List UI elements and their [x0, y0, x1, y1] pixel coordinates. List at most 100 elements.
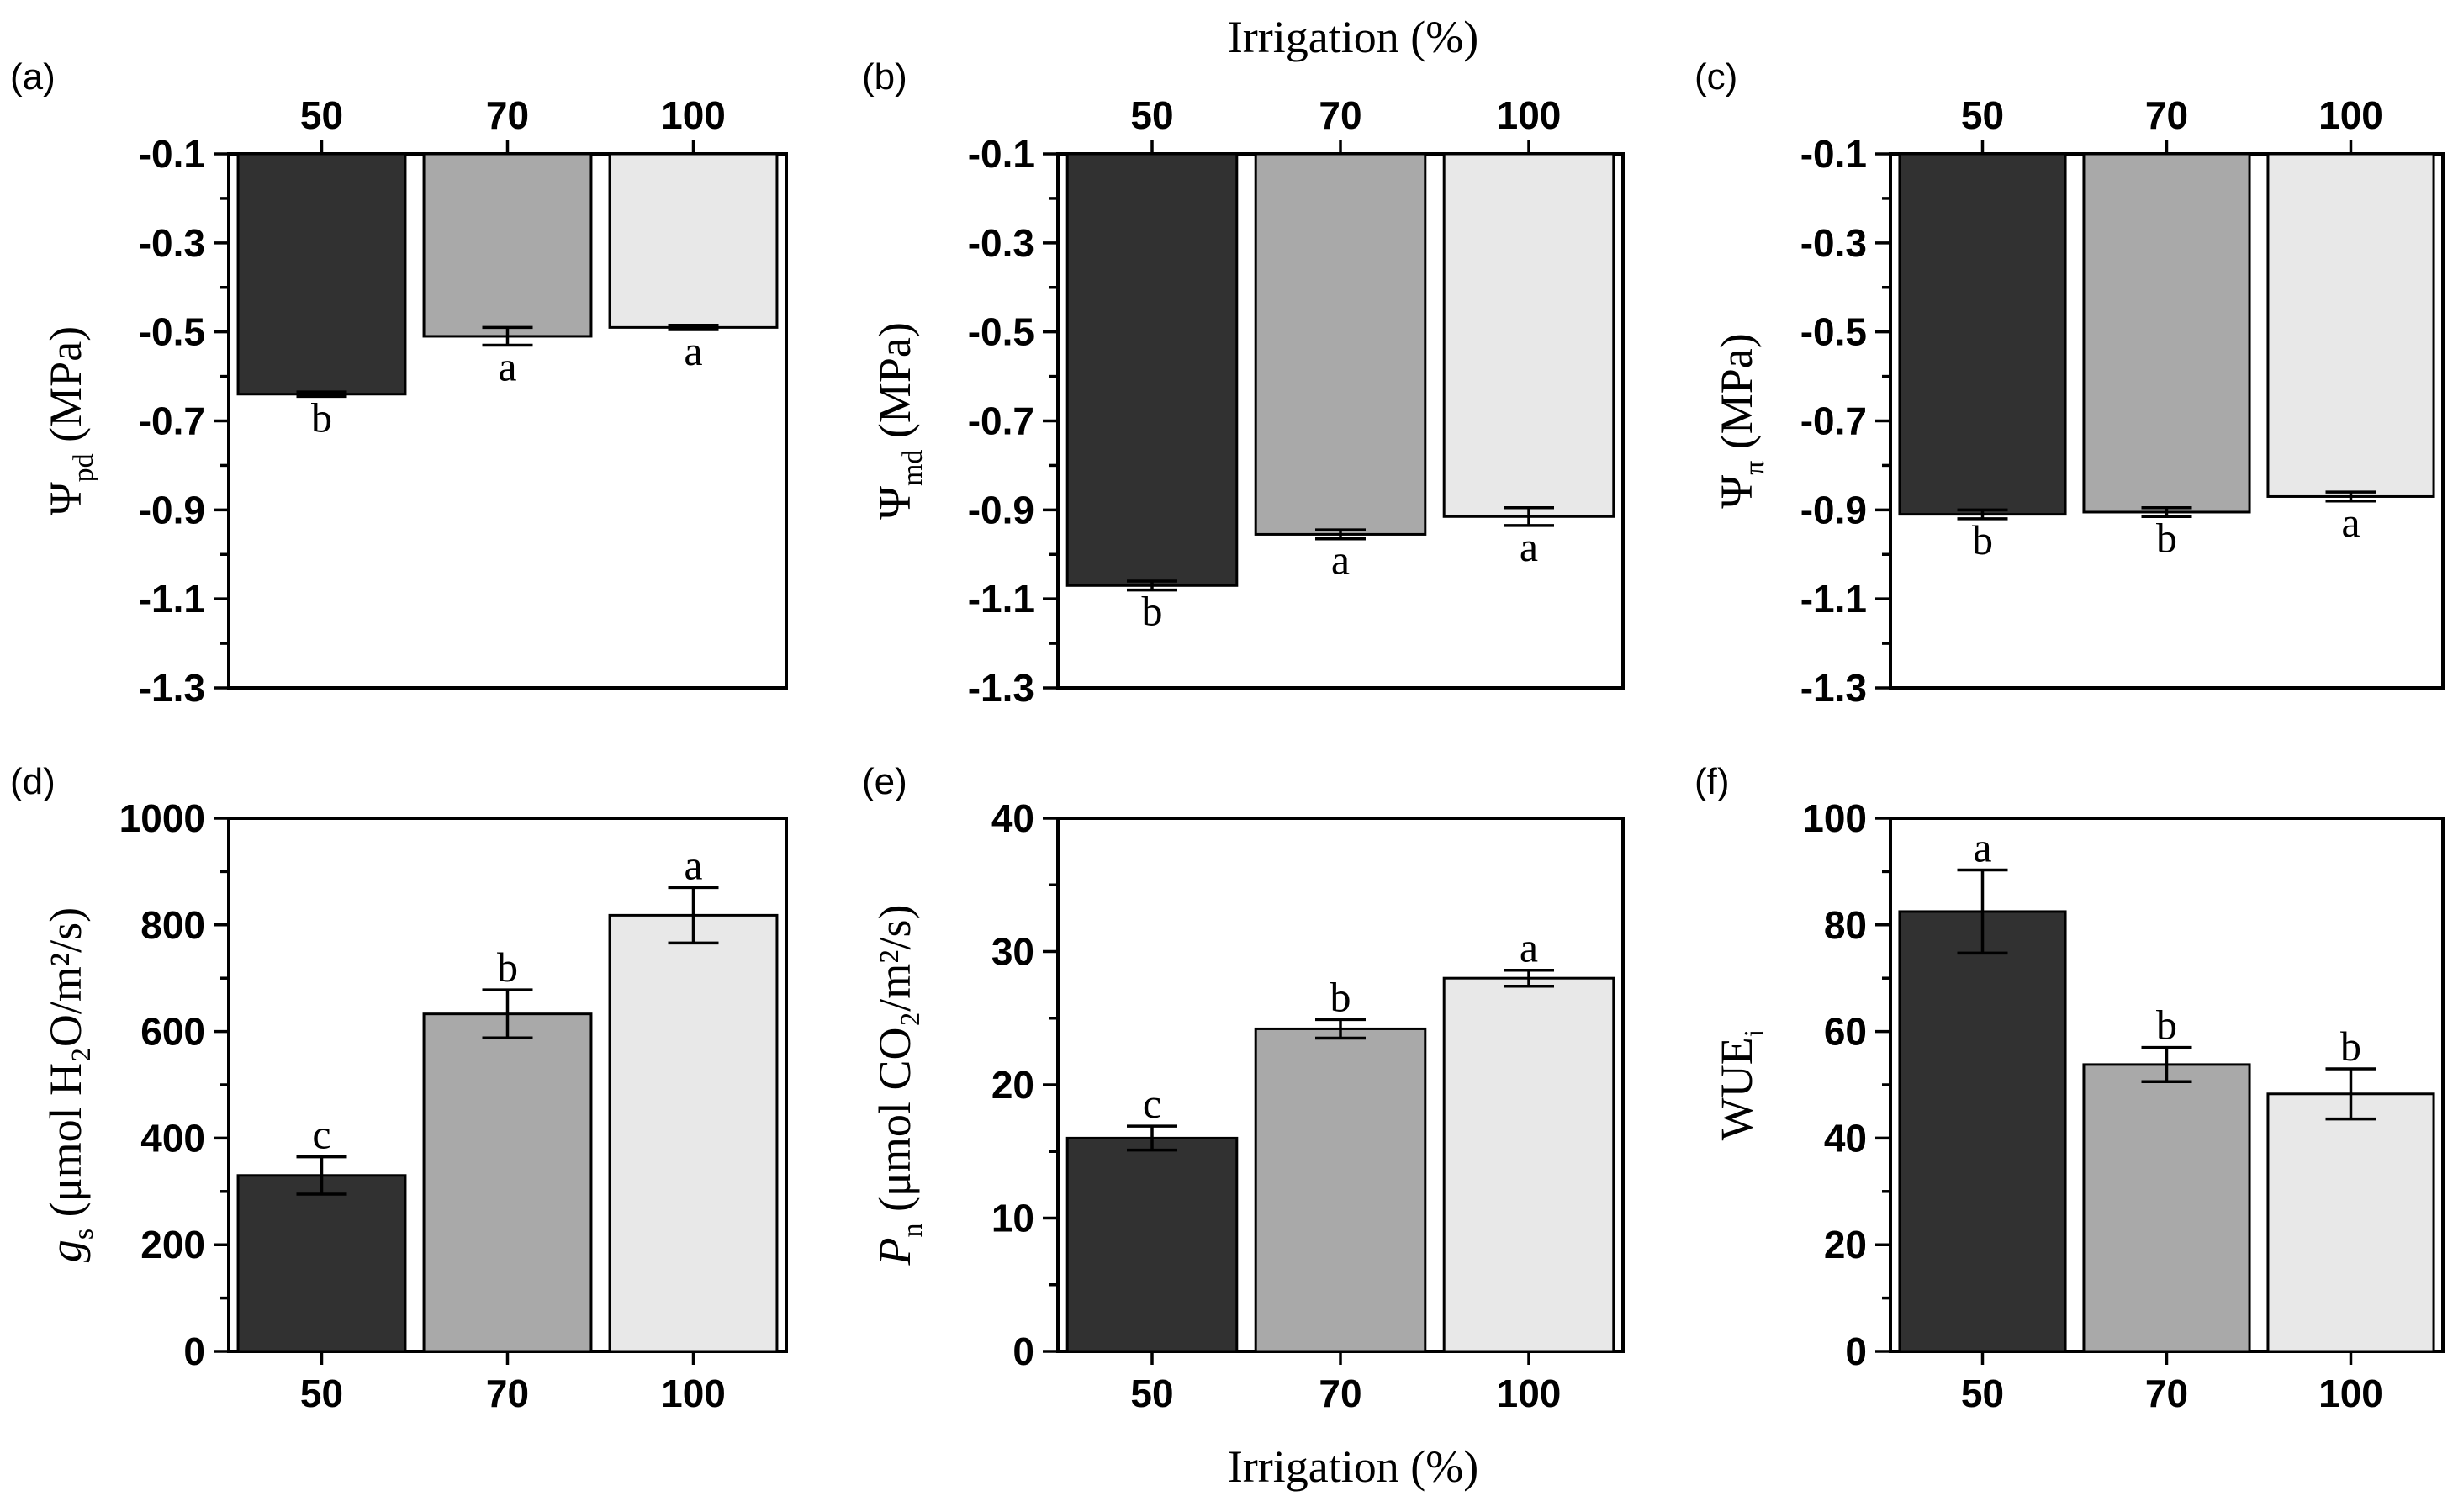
y-axis-label: Ψpd (MPa) — [40, 326, 99, 515]
panel-label: (b) — [862, 56, 907, 98]
significance-letter: a — [684, 327, 702, 374]
y-axis-label-subscript: π — [1739, 461, 1770, 475]
y-tick-label: 200 — [140, 1223, 205, 1266]
bar-50 — [236, 1174, 407, 1353]
y-tick-label: -1.1 — [1800, 577, 1867, 621]
bar-50 — [1898, 910, 2067, 1353]
panel-label: (d) — [10, 761, 56, 802]
significance-letter: a — [498, 343, 516, 390]
bar-70 — [1254, 152, 1427, 536]
panel-f: (f) 0 20 40 60 80 100 a 50 b 70 b 100 WUEi — [1694, 761, 2445, 1415]
y-tick-label: 40 — [991, 796, 1034, 840]
y-tick-label: -1.3 — [968, 666, 1034, 710]
bar-100 — [608, 152, 779, 329]
y-tick-label: 10 — [991, 1197, 1034, 1240]
y-axis-label-symbol: g — [40, 1240, 91, 1262]
bar-50 — [1898, 152, 2067, 516]
y-axis-label-subscript: pd — [68, 453, 99, 482]
y-tick-label: 100 — [1802, 796, 1867, 840]
top-axis-title: Irrigation (%) — [1228, 12, 1478, 62]
y-tick-label: 30 — [991, 930, 1034, 974]
significance-letter: b — [311, 394, 332, 441]
y-tick-label: -0.5 — [1800, 310, 1867, 354]
y-axis-label: Ψπ (MPa) — [1711, 333, 1770, 509]
significance-letter: b — [1330, 973, 1351, 1020]
y-axis-label-units: (MPa) — [40, 326, 91, 453]
category-label: 100 — [2318, 93, 2383, 137]
category-label: 50 — [1130, 1372, 1173, 1415]
bar-70 — [1254, 1027, 1427, 1353]
y-axis-label-symbol: Ψ — [40, 482, 91, 515]
y-tick-label: 80 — [1824, 903, 1867, 947]
y-tick-label: 0 — [183, 1330, 205, 1373]
significance-letter: b — [497, 944, 518, 991]
category-label: 100 — [661, 93, 726, 137]
panel-d: (d) 0 200 400 600 800 1000 c 50 b 70 a 100 gs (μmol H… — [10, 761, 788, 1415]
bar-50 — [1065, 1136, 1239, 1353]
significance-letter: a — [684, 841, 702, 888]
bar-70 — [422, 152, 593, 338]
y-tick-label: 40 — [1824, 1116, 1867, 1160]
significance-letter: b — [1972, 516, 1993, 563]
significance-letter: c — [1143, 1080, 1161, 1127]
significance-letter: a — [1973, 823, 1991, 870]
panel-e: (e) 0 10 20 30 40 c 50 b 70 a 100 Pn (μmol CO₂/m²/s) — [862, 761, 1625, 1415]
category-label: 100 — [661, 1372, 726, 1415]
y-tick-label: -0.7 — [139, 399, 205, 443]
y-axis-label-symbol: Ψ — [870, 486, 920, 520]
panel-c: (c) -0.1 -0.3 -0.5 -0.7 -0.9 -1.1 -1.3 b 50 b 70 a 10… — [1694, 56, 2445, 710]
significance-letter: a — [1520, 924, 1538, 971]
bar-100 — [2266, 152, 2435, 498]
category-label: 70 — [1319, 93, 1361, 137]
y-axis-label-units: (μmol CO₂/m²/s) — [870, 905, 920, 1224]
y-tick-label: -0.9 — [1800, 488, 1867, 531]
y-axis-label: Ψmd (MPa) — [870, 322, 928, 520]
y-axis-label-units: (μmol H₂O/m²/s) — [40, 907, 91, 1229]
category-label: 50 — [1961, 1372, 2004, 1415]
category-label: 70 — [2145, 93, 2188, 137]
y-axis-label: Pn (μmol CO₂/m²/s) — [870, 905, 928, 1266]
category-label: 70 — [1319, 1372, 1361, 1415]
panel-b: (b) -0.1 -0.3 -0.5 -0.7 -0.9 -1.1 -1.3 b 50 a 70 a 10… — [862, 56, 1625, 710]
y-axis-label-symbol: Ψ — [1711, 475, 1762, 509]
y-tick-label: -0.1 — [1800, 132, 1867, 176]
y-tick-label: 0 — [1845, 1330, 1867, 1373]
y-tick-label: -0.7 — [968, 399, 1034, 443]
y-tick-label: 20 — [1824, 1223, 1867, 1266]
y-tick-label: 400 — [140, 1116, 205, 1160]
panel-label: (c) — [1694, 56, 1737, 98]
panel-a: (a) -0.1 -0.3 -0.5 -0.7 -0.9 -1.1 -1.3 b 50 a 70 a 10… — [10, 56, 788, 710]
category-label: 100 — [2318, 1372, 2383, 1415]
bar-100 — [608, 913, 779, 1353]
y-axis-label: WUEi — [1711, 1029, 1770, 1140]
y-tick-label: 0 — [1012, 1330, 1034, 1373]
y-tick-label: 800 — [140, 903, 205, 947]
bar-70 — [2082, 1063, 2251, 1353]
y-axis-label-symbol: WUE — [1711, 1037, 1762, 1140]
bar-100 — [2266, 1092, 2435, 1353]
y-tick-label: 600 — [140, 1010, 205, 1054]
bar-70 — [422, 1012, 593, 1353]
y-tick-label: -0.3 — [139, 221, 205, 265]
bar-100 — [1442, 976, 1615, 1353]
y-tick-label: -0.5 — [139, 310, 205, 354]
significance-letter: b — [1142, 588, 1163, 635]
bar-50 — [236, 152, 407, 396]
category-label: 50 — [300, 93, 343, 137]
y-tick-label: -0.3 — [968, 221, 1034, 265]
y-tick-label: -0.5 — [968, 310, 1034, 354]
y-tick-label: -0.3 — [1800, 221, 1867, 265]
category-label: 70 — [2145, 1372, 2188, 1415]
category-label: 70 — [486, 93, 529, 137]
category-label: 50 — [1961, 93, 2004, 137]
significance-letter: a — [1520, 523, 1538, 570]
panels: (a) -0.1 -0.3 -0.5 -0.7 -0.9 -1.1 -1.3 b 50 a 70 a 10… — [10, 56, 2445, 1415]
significance-letter: a — [2341, 499, 2360, 546]
y-axis-label-subscript: s — [68, 1229, 99, 1240]
y-tick-label: -0.1 — [968, 132, 1034, 176]
category-label: 100 — [1497, 93, 1562, 137]
y-tick-label: -1.3 — [139, 666, 205, 710]
significance-letter: b — [2156, 1002, 2177, 1049]
